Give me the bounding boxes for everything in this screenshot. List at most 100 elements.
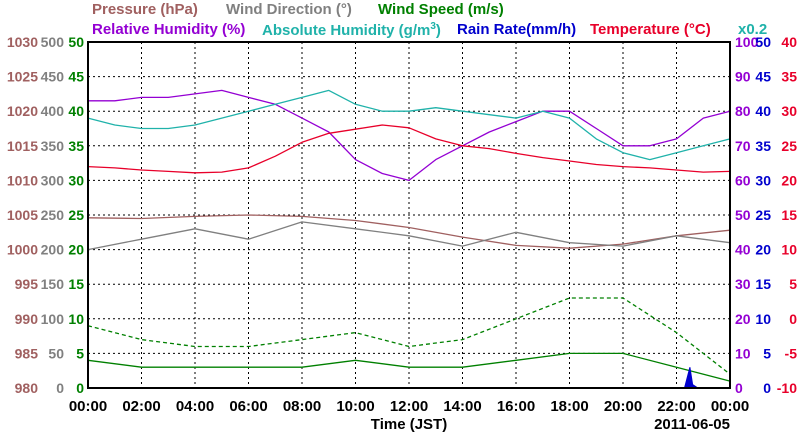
x-axis-label: Time (JST)	[371, 416, 447, 433]
plot-frame	[87, 41, 731, 389]
legend-absolute-humidity-sup: 3	[430, 21, 436, 32]
x-tick-label: 16:00	[497, 398, 535, 415]
tick-label-pressure: 1025	[7, 69, 38, 85]
tick-label-wind-direction: 0	[56, 380, 64, 396]
x-tick-label: 12:00	[390, 398, 428, 415]
tick-label-temperature: 30	[781, 103, 797, 119]
tick-label-wind-direction: 350	[41, 138, 65, 154]
tick-label-relative-humidity: 40	[735, 242, 751, 258]
tick-label-rain-rate: 40	[755, 103, 771, 119]
legend-wind-direction: Wind Direction (°)	[226, 1, 352, 18]
tick-label-pressure: 1010	[7, 172, 38, 188]
tick-label-wind-direction: 300	[41, 172, 65, 188]
tick-label-pressure: 1020	[7, 103, 38, 119]
legend-temperature: Temperature (°C)	[590, 21, 711, 38]
legend-absolute-humidity-close: )	[435, 22, 441, 39]
tick-label-wind-direction: 500	[41, 34, 65, 50]
tick-label-pressure: 1030	[7, 34, 38, 50]
tick-label-relative-humidity: 20	[735, 311, 751, 327]
tick-label-wind-speed: 10	[68, 311, 84, 327]
tick-label-rain-rate: 30	[755, 172, 771, 188]
legend-relative-humidity: Relative Humidity (%)	[92, 21, 246, 38]
tick-label-relative-humidity: 0	[735, 380, 743, 396]
legend-rain-rate: Rain Rate(mm/h)	[457, 21, 577, 38]
series-line-wind-speed-m-s	[87, 352, 731, 382]
x-tick-label: 08:00	[283, 398, 321, 415]
legend-absolute-humidity-text: Absolute Humidity (g/m	[262, 22, 431, 39]
tick-label-relative-humidity: 10	[735, 345, 751, 361]
tick-label-wind-direction: 450	[41, 69, 65, 85]
tick-label-rain-rate: 10	[755, 311, 771, 327]
series-line-absolute-humidity-g-m3	[87, 89, 731, 161]
legend-pressure: Pressure (hPa)	[92, 1, 198, 18]
tick-label-rain-rate: 35	[755, 138, 771, 154]
tick-label-rain-rate: 0	[763, 380, 771, 396]
tick-label-wind-speed: 45	[68, 69, 84, 85]
tick-label-wind-direction: 100	[41, 311, 65, 327]
tick-label-rain-rate: 5	[763, 345, 771, 361]
tick-label-wind-speed: 5	[76, 345, 84, 361]
x-tick-label: 04:00	[176, 398, 214, 415]
x-tick-label: 10:00	[336, 398, 374, 415]
tick-label-relative-humidity: 80	[735, 103, 751, 119]
tick-label-temperature: 0	[789, 311, 797, 327]
tick-label-pressure: 995	[15, 276, 39, 292]
tick-label-wind-direction: 50	[48, 345, 64, 361]
tick-label-temperature: 5	[789, 276, 797, 292]
x-tick-label: 14:00	[443, 398, 481, 415]
axis-labels: 1030102510201015101010051000995990985980…	[7, 34, 797, 415]
tick-label-rain-rate: 20	[755, 242, 771, 258]
tick-label-rain-rate: 15	[755, 276, 771, 292]
tick-label-relative-humidity: 100	[735, 34, 759, 50]
x-tick-label: 00:00	[711, 398, 749, 415]
tick-label-wind-speed: 40	[68, 103, 84, 119]
tick-label-temperature: 40	[781, 34, 797, 50]
tick-label-wind-speed: 0	[76, 380, 84, 396]
tick-label-rain-rate: 45	[755, 69, 771, 85]
series-line-relative-humidity	[88, 89, 731, 182]
series-line-temperature-c	[87, 124, 731, 174]
date-label: 2011-06-05	[654, 416, 730, 433]
tick-label-temperature: 25	[781, 138, 797, 154]
tick-label-relative-humidity: 50	[735, 207, 751, 223]
tick-label-wind-direction: 250	[41, 207, 65, 223]
grid-lines	[88, 42, 730, 388]
tick-label-wind-speed: 15	[68, 276, 84, 292]
tick-label-temperature: -5	[785, 345, 798, 361]
tick-label-pressure: 1015	[7, 138, 38, 154]
series-line-pressure-hpa	[87, 214, 731, 249]
x-tick-label: 18:00	[550, 398, 588, 415]
tick-label-temperature: 15	[781, 207, 797, 223]
series-lines	[87, 89, 731, 389]
x-tick-label: 06:00	[229, 398, 267, 415]
tick-label-relative-humidity: 30	[735, 276, 751, 292]
x-tick-label: 00:00	[69, 398, 107, 415]
tick-label-pressure: 1000	[7, 242, 38, 258]
tick-label-relative-humidity: 90	[735, 69, 751, 85]
tick-label-relative-humidity: 60	[735, 172, 751, 188]
legend-absolute-humidity: Absolute Humidity (g/m3)	[262, 21, 441, 39]
tick-label-wind-speed: 35	[68, 138, 84, 154]
tick-label-rain-rate: 25	[755, 207, 771, 223]
tick-label-temperature: 35	[781, 69, 797, 85]
tick-label-rain-rate: 50	[755, 34, 771, 50]
tick-label-pressure: 980	[15, 380, 39, 396]
x-tick-label: 22:00	[657, 398, 695, 415]
tick-label-wind-direction: 150	[41, 276, 65, 292]
rain-scale-note: x0.2	[738, 21, 768, 38]
tick-label-temperature: 10	[781, 242, 797, 258]
tick-label-wind-speed: 25	[68, 207, 84, 223]
tick-label-wind-speed: 50	[68, 34, 84, 50]
tick-label-wind-speed: 30	[68, 172, 84, 188]
tick-label-relative-humidity: 70	[735, 138, 751, 154]
tick-label-temperature: 20	[781, 172, 797, 188]
tick-label-temperature: -10	[777, 380, 797, 396]
tick-label-wind-speed: 20	[68, 242, 84, 258]
x-tick-label: 02:00	[122, 398, 160, 415]
series-line-wind-speed-gust-m-s	[87, 297, 731, 375]
tick-label-pressure: 1005	[7, 207, 38, 223]
legend-wind-speed: Wind Speed (m/s)	[378, 1, 504, 18]
tick-label-pressure: 985	[15, 345, 39, 361]
x-tick-label: 20:00	[604, 398, 642, 415]
